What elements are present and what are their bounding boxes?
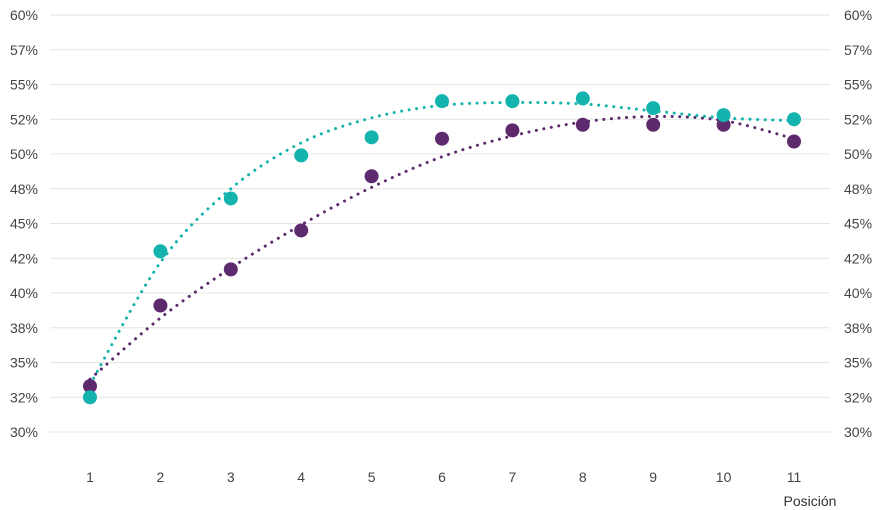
data-point-series-1 [716,108,731,123]
y-tick-label-right: 52% [844,111,872,127]
y-tick-label-right: 40% [844,285,872,301]
y-axis-left-ticks: 30% 32% 35% 38% 40% 42% 45% 48% 50% 52% 55% 57% 60% [10,7,38,440]
y-tick-label-left: 50% [10,146,38,162]
y-tick-label-right: 30% [844,424,872,440]
y-tick-label-right: 60% [844,7,872,23]
x-tick-label: 8 [579,469,587,485]
y-tick-label-left: 30% [10,424,38,440]
y-tick-label-left: 40% [10,285,38,301]
data-point-series-2 [646,117,661,132]
data-point-series-1 [294,148,309,163]
trendline-series-2 [88,114,796,381]
x-tick-label: 9 [649,469,657,485]
data-point-series-2 [153,298,168,313]
y-tick-label-right: 55% [844,77,872,93]
data-point-series-2 [364,169,379,184]
y-tick-label-left: 32% [10,389,38,405]
y-tick-label-left: 42% [10,250,38,266]
data-point-series-1 [435,94,449,109]
data-point-series-1 [153,244,168,259]
y-tick-label-left: 48% [10,181,38,197]
data-point-series-1 [505,94,520,109]
data-point-series-2 [435,131,449,146]
x-tick-label: 2 [157,469,165,485]
y-tick-label-right: 45% [844,216,872,232]
data-point-series-2 [294,223,309,238]
gridlines [50,14,830,433]
data-point-series-1 [83,390,97,405]
x-tick-label: 5 [368,469,376,485]
y-tick-label-left: 57% [10,42,38,58]
x-tick-label: 11 [787,469,802,485]
y-tick-label-right: 50% [844,146,872,162]
data-points [83,91,801,405]
y-tick-label-left: 55% [10,77,38,93]
x-tick-label: 6 [438,469,446,485]
trendlines [88,100,796,387]
y-tick-label-left: 45% [10,216,38,232]
data-point-series-1 [646,101,661,116]
x-tick-label: 3 [227,469,235,485]
y-tick-label-right: 32% [844,389,872,405]
y-tick-label-right: 48% [844,181,872,197]
data-point-series-2 [787,134,801,149]
x-tick-label: 4 [297,469,305,485]
data-point-series-1 [223,191,238,206]
x-tick-label: 10 [716,469,732,485]
x-tick-label: 1 [86,469,94,485]
data-point-series-2 [83,379,97,394]
data-point-series-2 [505,123,520,138]
x-axis-ticks: 1 2 3 4 5 6 7 8 9 10 11 [86,469,801,485]
y-tick-label-right: 57% [844,42,872,58]
y-axis-right-ticks: 30% 32% 35% 38% 40% 42% 45% 48% 50% 52% 55% 57% 60% [844,7,872,440]
data-point-series-2 [575,117,590,132]
y-tick-label-left: 60% [10,7,38,23]
data-point-series-2 [716,117,731,132]
y-tick-label-right: 42% [844,250,872,266]
y-tick-label-left: 35% [10,355,38,371]
x-tick-label: 7 [509,469,517,485]
data-point-series-1 [575,91,590,106]
x-axis-label: Posición [784,493,837,509]
data-point-series-1 [787,112,801,127]
data-point-series-2 [223,262,238,277]
trendline-series-1 [88,100,796,387]
data-point-series-1 [364,130,379,145]
y-tick-label-left: 38% [10,320,38,336]
y-tick-label-left: 52% [10,111,38,127]
y-tick-label-right: 38% [844,320,872,336]
y-tick-label-right: 35% [844,355,872,371]
